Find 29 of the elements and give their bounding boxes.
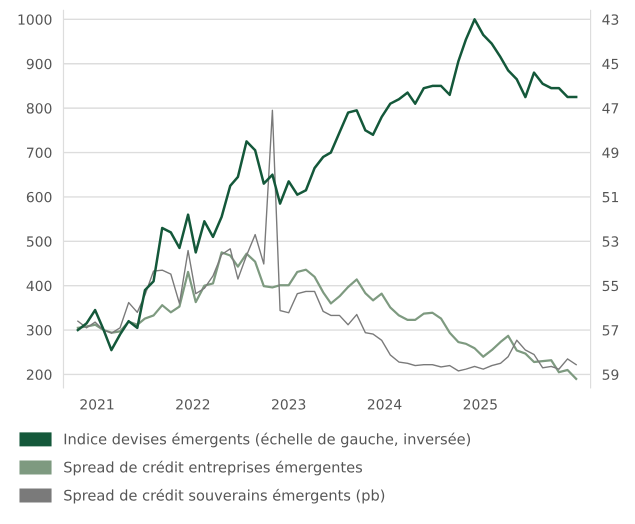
y-tick-label: 400 <box>26 280 52 292</box>
y2-tick-label: 51 <box>602 192 618 202</box>
line-series <box>76 251 578 380</box>
y2-tick-label: 43 <box>602 14 618 25</box>
line-series <box>76 18 578 352</box>
y2-tick-label: 45 <box>602 58 618 70</box>
y-tick-label: 300 <box>26 325 52 336</box>
y-tick-label: 200 <box>26 369 52 380</box>
y2-tick-label: 59 <box>602 369 618 380</box>
y-tick-label: 600 <box>26 192 52 202</box>
x-tick-label: 2023 <box>272 399 306 410</box>
x-tick-label: 2025 <box>464 399 497 410</box>
line-series <box>77 110 577 372</box>
legend-label: Spread de crédit entreprises émergentes <box>64 460 362 476</box>
x-tick-label: 2024 <box>368 399 402 410</box>
y-tick-label: 1000 <box>18 14 52 25</box>
y-tick-label: 700 <box>27 147 52 158</box>
y2-tick-label: 53 <box>602 236 618 247</box>
y2-tick-label: 49 <box>602 147 618 158</box>
y-tick-label: 800 <box>26 103 52 114</box>
y-tick-label: 500 <box>26 236 52 247</box>
x-tick-label: 2022 <box>176 399 210 410</box>
y2-tick-label: 57 <box>602 325 618 336</box>
y2-tick-label: 55 <box>602 280 618 292</box>
x-tick-label: 2021 <box>80 399 114 410</box>
y2-tick-label: 47 <box>602 103 618 114</box>
legend-label: Indice devises émergents (échelle de gauche, inversée) <box>64 432 470 448</box>
legend-label: Spread de crédit souverains émergents (pb) <box>64 488 384 504</box>
y-tick-label: 900 <box>26 58 52 70</box>
